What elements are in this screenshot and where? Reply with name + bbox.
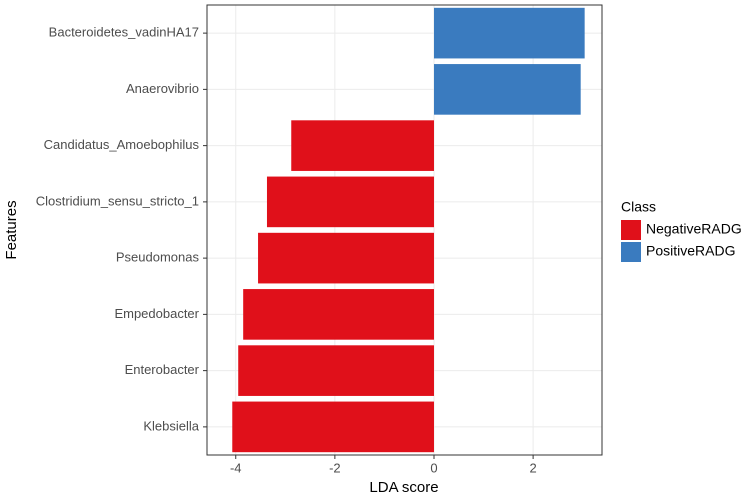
y-tick-label: Pseudomonas	[116, 250, 200, 265]
bar	[433, 7, 585, 59]
bar	[243, 289, 434, 340]
legend-label: NegativeRADG	[646, 221, 742, 237]
y-tick-label: Enterobacter	[125, 362, 200, 377]
x-tick-label: -4	[230, 460, 242, 475]
y-axis-title: Features	[3, 200, 20, 259]
y-tick-label: Bacteroidetes_vadinHA17	[49, 25, 199, 40]
legend-swatch	[621, 242, 641, 262]
legend-title: Class	[621, 199, 656, 215]
bar	[433, 64, 581, 115]
y-tick-label: Klebsiella	[143, 418, 199, 433]
bar	[266, 176, 434, 228]
x-tick-label: -2	[329, 460, 341, 475]
bar	[238, 345, 434, 396]
x-axis-title: LDA score	[369, 479, 438, 496]
panel-border	[206, 4, 603, 456]
bar	[291, 120, 434, 171]
bar	[232, 401, 434, 453]
legend-label: PositiveRADG	[646, 243, 735, 259]
x-tick-label: 2	[529, 460, 536, 475]
y-tick-label: Clostridium_sensu_stricto_1	[36, 193, 199, 208]
x-tick-label: 0	[430, 460, 437, 475]
y-tick-label: Candidatus_Amoebophilus	[44, 137, 200, 152]
legend-swatch	[621, 220, 641, 240]
y-tick-label: Empedobacter	[114, 306, 199, 321]
bar	[258, 232, 434, 284]
y-tick-label: Anaerovibrio	[126, 81, 199, 96]
